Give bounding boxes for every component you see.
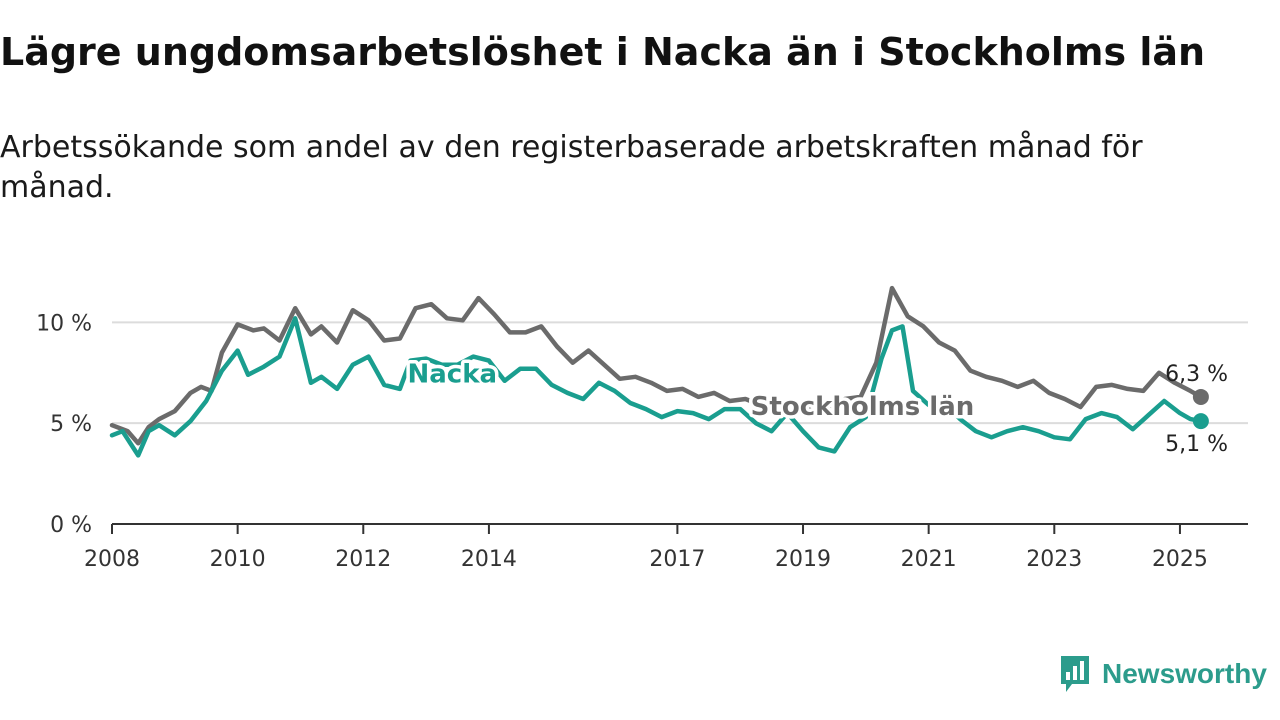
series-end-point [1192,388,1209,405]
y-tick-label: 0 % [50,513,92,538]
chart-subtitle: Arbetssökande som andel av den registerb… [0,130,1143,205]
x-tick-label: 2010 [210,547,266,572]
axes: 0 % 5 % 10 % 2008 2010 2012 2014 2017 2019 2021 20… [36,311,1248,572]
series-end-point [1192,413,1209,430]
series-name-label: Nacka [407,360,497,390]
x-tick-label: 2019 [775,547,831,572]
series [109,285,1209,458]
series-line-nacka [109,316,1204,458]
series-end-label: 6,3 % [1165,362,1228,387]
brand-name: Newsworthy [1102,658,1267,689]
y-tick-label: 5 % [50,412,92,437]
series-line-stockholms-lan [109,285,1204,446]
x-tick-label: 2008 [84,547,140,572]
newsworthy-logo-icon [1061,656,1089,692]
x-tick-label: 2014 [461,547,517,572]
series-name-label: Stockholms län [751,392,975,422]
series-end-label: 5,1 % [1165,432,1228,457]
chart-title: Lägre ungdomsarbetslöshet i Nacka än i S… [0,30,1206,74]
newsworthy-brand: Newsworthy [1058,654,1267,694]
x-tick-label: 2025 [1152,547,1208,572]
x-tick-label: 2021 [901,547,957,572]
labels: 6,3 % Stockholms län 5,1 % Nacka [404,356,1228,457]
y-tick-label: 10 % [36,311,92,336]
x-tick-label: 2023 [1026,547,1082,572]
x-tick-label: 2012 [335,547,391,572]
x-tick-label: 2017 [649,547,705,572]
